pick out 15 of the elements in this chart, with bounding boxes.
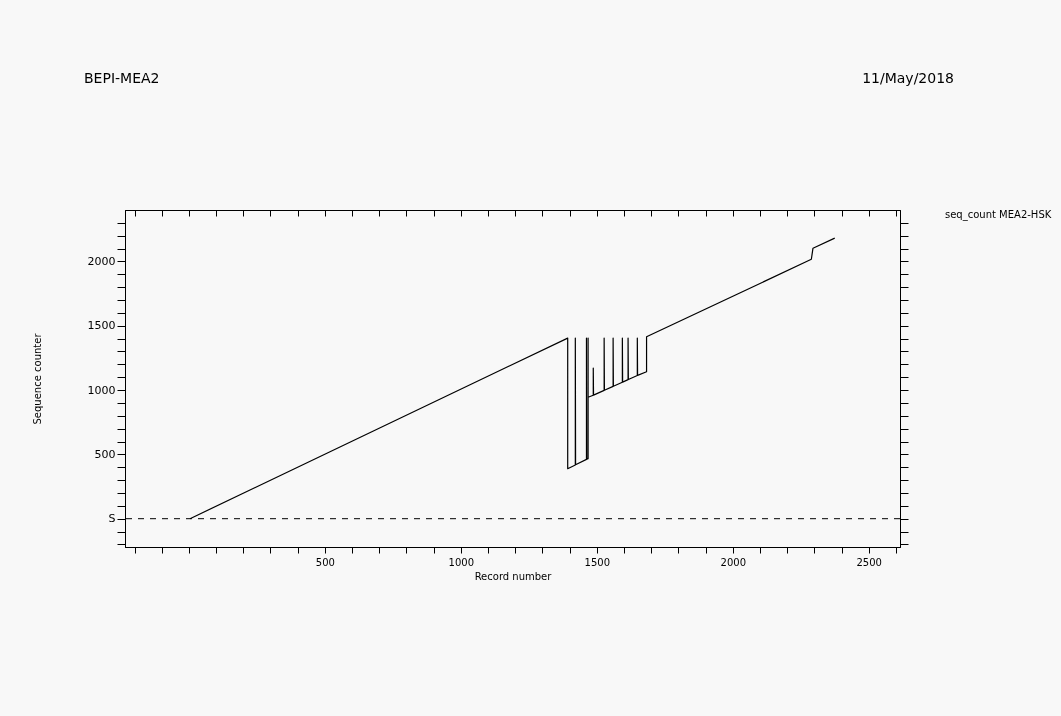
- x-tick-label: 500: [315, 556, 335, 568]
- x-axis-title: Record number: [474, 570, 553, 582]
- y-tick-label: S: [108, 512, 116, 526]
- chart-title: BEPI-MEA2: [84, 70, 160, 86]
- y-tick-label: 1500: [87, 319, 116, 333]
- x-tick-label: 1500: [584, 556, 611, 568]
- y-tick-label: 1000: [87, 383, 116, 397]
- y-axis-title: Sequence counter: [31, 332, 43, 425]
- text: seq_count MEA2-HSK: [945, 209, 1052, 221]
- x-tick-label: 2000: [720, 556, 746, 568]
- text: 11/May/2018: [862, 70, 954, 86]
- x-tick-label: 1000: [448, 556, 475, 568]
- x-tick-label: 2500: [856, 556, 882, 568]
- y-tick-label: 2000: [87, 254, 116, 268]
- y-tick-label: 500: [94, 447, 116, 461]
